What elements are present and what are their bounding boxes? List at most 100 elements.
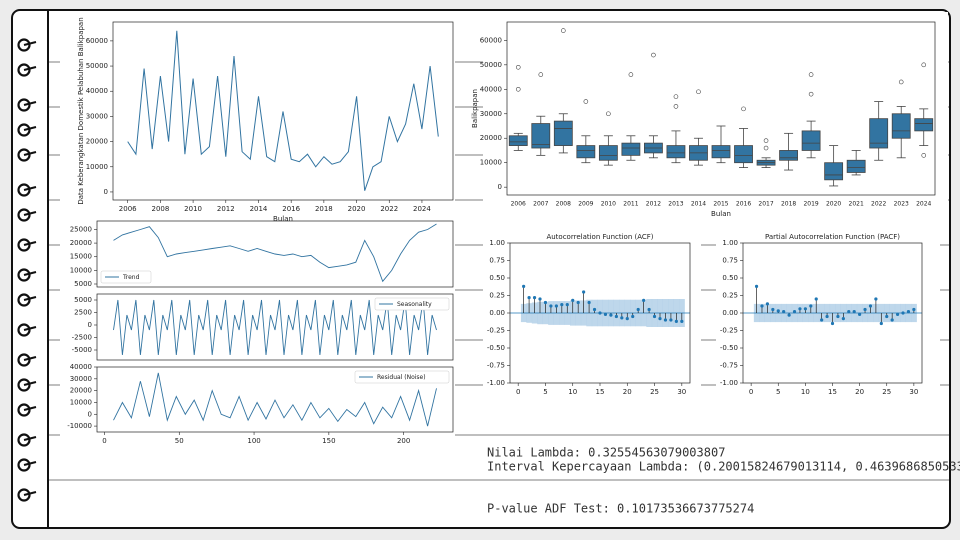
x-tick-label: 25 <box>650 388 659 396</box>
x-tick-label: 2018 <box>315 205 333 213</box>
stem-dot <box>522 284 526 288</box>
stem-dot <box>549 304 553 308</box>
y-tick-label: 2500 <box>74 309 92 317</box>
outlier <box>583 99 589 104</box>
ring-hook <box>23 151 37 156</box>
stem-dot <box>603 312 608 316</box>
x-tick-label: 10 <box>801 388 810 396</box>
ring-hook <box>23 211 37 216</box>
box <box>779 150 798 161</box>
y-tick-label: 1.00 <box>489 239 505 247</box>
stem-dot <box>809 304 813 308</box>
line <box>113 223 437 283</box>
legend-box <box>100 270 152 284</box>
box <box>553 120 573 146</box>
ring-hook <box>23 66 37 71</box>
x-tick-label: 2019 <box>803 201 818 208</box>
stem-dot <box>663 318 668 322</box>
x-tick-label: 2016 <box>736 201 751 208</box>
x-tick-label: 2012 <box>217 205 235 213</box>
y-tick-label: 60000 <box>480 36 502 44</box>
ring <box>17 208 31 222</box>
box <box>914 118 934 132</box>
stem-dot <box>895 312 900 316</box>
stem-dot <box>830 321 835 326</box>
ring <box>17 378 31 392</box>
y-tick-label: 20000 <box>70 239 92 247</box>
stem-dot <box>642 298 646 302</box>
y-tick-label: -1.00 <box>720 379 738 387</box>
x-tick-label: 25 <box>882 388 891 396</box>
line <box>113 299 437 356</box>
y-tick-label: -0.25 <box>487 327 505 335</box>
stem-dot <box>852 310 856 314</box>
x-tick-label: 50 <box>175 437 184 445</box>
ring-hook <box>23 381 37 386</box>
outlier <box>741 106 746 112</box>
y-tick-label: 0.00 <box>722 309 738 317</box>
stem-dot <box>582 290 586 294</box>
ring <box>17 433 31 447</box>
stem-dot <box>868 304 873 308</box>
legend-box <box>374 297 450 311</box>
y-tick-label: 30000 <box>480 110 502 118</box>
box <box>801 130 821 151</box>
ring-hook <box>23 326 37 331</box>
x-tick-label: 100 <box>247 437 260 445</box>
y-tick-label: 40000 <box>480 85 502 93</box>
outlier <box>808 72 814 77</box>
ring-hook <box>23 101 37 106</box>
box <box>576 145 596 159</box>
y-tick-label: 0.25 <box>722 292 738 300</box>
ring-hook <box>23 41 37 46</box>
y-tick-label: 0 <box>104 188 108 196</box>
legend-label: Seasonality <box>397 301 432 308</box>
axes-frame <box>96 366 454 433</box>
stem-dot <box>820 318 824 322</box>
stem-dot <box>841 317 845 321</box>
output-line: Nilai Lambda: 0.32554563079003807 <box>487 446 725 460</box>
stem-dot <box>592 307 597 312</box>
y-tick-label: 30000 <box>70 375 92 383</box>
outlier <box>763 145 769 151</box>
stem-dot <box>792 310 797 314</box>
outlier <box>606 111 611 117</box>
box <box>711 145 731 159</box>
outlier <box>898 79 904 85</box>
ring-hook <box>23 436 37 441</box>
y-tick-label: 40000 <box>86 87 108 95</box>
y-tick-label: 0.75 <box>489 257 505 265</box>
axes-frame <box>742 242 923 384</box>
stem-dot <box>674 319 678 323</box>
box <box>508 135 528 146</box>
outlier <box>628 72 634 77</box>
x-tick-label: 2017 <box>758 201 773 208</box>
stem-dot <box>576 300 580 305</box>
y-tick-label: 10000 <box>70 266 92 274</box>
x-tick-label: 2015 <box>713 201 728 208</box>
stem-dot <box>598 311 602 315</box>
y-tick-label: 10000 <box>70 398 92 406</box>
y-tick-label: 5000 <box>74 296 92 304</box>
x-tick-label: 0 <box>516 388 520 396</box>
stem-dot <box>560 303 564 307</box>
x-tick-label: 2007 <box>533 201 548 208</box>
ring <box>17 293 31 307</box>
ring <box>17 458 31 472</box>
outlier <box>561 28 566 33</box>
ring-hook <box>23 271 37 276</box>
outlier <box>651 52 656 58</box>
x-tick-label: 2006 <box>511 201 526 208</box>
stem-dot <box>631 314 635 319</box>
outlier <box>808 91 814 97</box>
ring <box>17 183 31 197</box>
figure-bg <box>60 12 455 215</box>
y-tick-label: -0.50 <box>720 344 738 352</box>
legend-label: Trend <box>122 274 140 281</box>
x-tick-label: 2018 <box>781 201 796 208</box>
output-line: Interval Kepercayaan Lambda: (0.20015824… <box>487 460 960 474</box>
y-axis-label: Balikpapan <box>471 89 479 128</box>
outlier <box>673 94 679 99</box>
y-tick-label: 30000 <box>86 112 108 120</box>
ring <box>17 353 31 367</box>
